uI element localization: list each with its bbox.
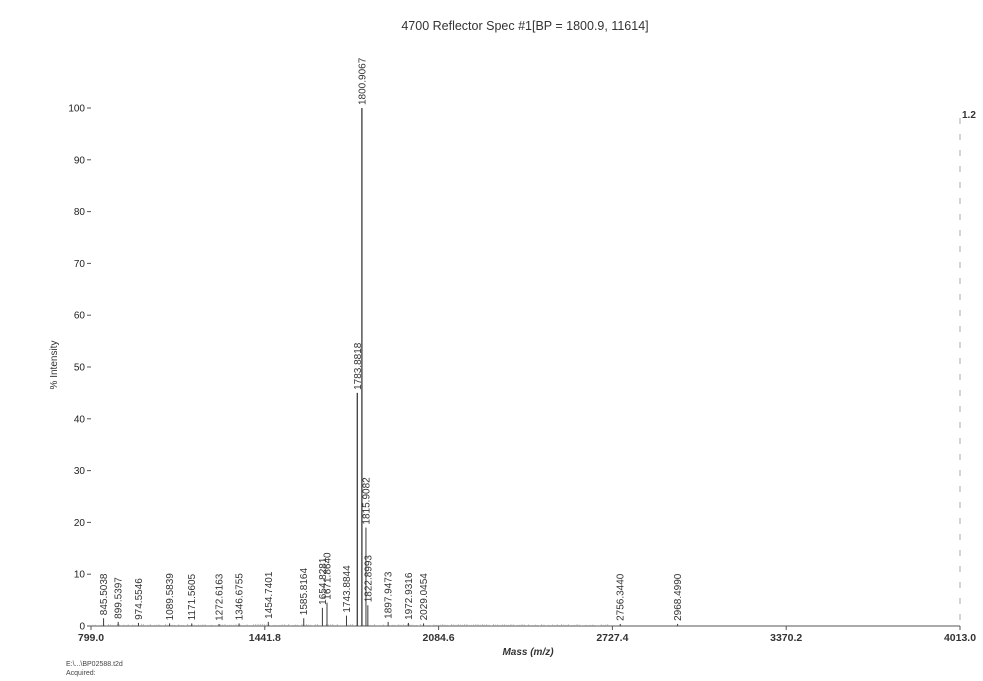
peak-label: 2756.3440	[616, 573, 627, 621]
x-tick-label: 3370.2	[770, 632, 802, 644]
peak-label: 1800.9067	[357, 57, 368, 105]
peak-label: 1972.9316	[404, 572, 415, 620]
plot-area	[91, 118, 961, 627]
x-tick-label: 799.0	[78, 632, 104, 644]
y-tick-label: 80	[74, 207, 86, 218]
y-tick-label: 10	[74, 570, 86, 581]
peak-label: 1089.5839	[165, 573, 176, 621]
peak-label: 845.5038	[99, 573, 110, 615]
y-axis-label: % Intensity	[49, 341, 60, 390]
y-axis-ticks: 0 10 20 30 40 50 60 70 80 90 100	[68, 104, 91, 633]
peak-label: 1815.9082	[361, 477, 372, 525]
peak-label: 1671.8640	[323, 552, 334, 600]
y-tick-label: 100	[68, 104, 85, 115]
y-tick-label: 70	[74, 259, 86, 270]
peak-labels: 845.5038 899.5397 974.5546 1089.5839 1171.56…	[99, 57, 684, 621]
peak-label: 1743.8844	[342, 565, 353, 613]
x-axis-label: Mass (m/z)	[502, 647, 554, 658]
y-tick-label: 30	[74, 466, 86, 477]
peak-label: 1822.8993	[363, 555, 374, 603]
peak-label: 1654.8281	[318, 557, 329, 605]
y-tick-label: 40	[74, 414, 86, 425]
chart-title: 4700 Reflector Spec #1[BP = 1800.9, 1161…	[401, 19, 648, 33]
peak-label: 1585.8164	[299, 568, 310, 616]
y-tick-label: 50	[74, 363, 86, 374]
right-axis-label: 1.2	[962, 110, 976, 121]
peak-series	[103, 108, 679, 626]
peak-label: 1272.6163	[215, 573, 226, 621]
x-tick-label: 1441.8	[249, 632, 281, 644]
x-tick-label: 2727.4	[596, 632, 628, 644]
footer-acquired: Acquired:	[66, 670, 96, 677]
y-tick-label: 20	[74, 518, 86, 529]
peak-label: 1783.8818	[353, 342, 364, 390]
y-tick-label: 90	[74, 155, 86, 166]
baseline-noise	[92, 623, 611, 626]
peak-label: 974.5546	[134, 578, 145, 620]
peak-label: 2968.4990	[673, 573, 684, 621]
x-tick-label: 2084.6	[423, 632, 455, 644]
footer-file-path: E:\...\BP02588.t2d	[66, 661, 123, 668]
y-tick-label: 0	[79, 622, 85, 633]
x-tick-label: 4013.0	[944, 632, 976, 644]
peak-label: 1454.7401	[264, 571, 275, 619]
peak-label: 1897.9473	[384, 571, 395, 619]
peak-label: 2029.0454	[419, 573, 430, 621]
peak-label: 1171.5605	[187, 573, 198, 620]
peak-label: 1346.6755	[235, 573, 246, 621]
x-axis-ticks: 799.0 1441.8 2084.6 2727.4 3370.2 4013.0	[78, 626, 976, 644]
peak-label: 899.5397	[114, 577, 125, 619]
y-tick-label: 60	[74, 311, 86, 322]
